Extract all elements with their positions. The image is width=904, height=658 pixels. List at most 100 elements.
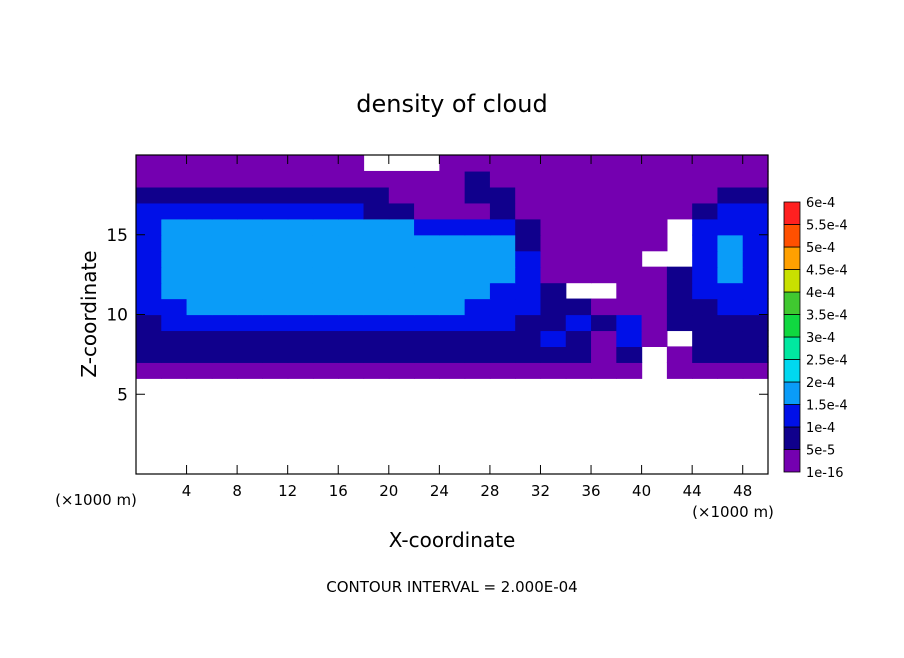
contour-cell (641, 155, 668, 172)
contour-cell (742, 362, 769, 379)
contour-cell (515, 234, 542, 252)
x-tick-label: 40 (632, 482, 651, 500)
contour-cell (262, 346, 289, 363)
colorbar-box (783, 269, 801, 293)
contour-cell (312, 155, 339, 172)
contour-cell (464, 202, 491, 220)
x-unit: (×1000 m) (692, 503, 774, 521)
contour-cell (363, 362, 390, 379)
colorbar-label: 2.5e-4 (806, 354, 848, 369)
contour-cell (439, 266, 466, 284)
colorbar-box (783, 359, 801, 383)
contour-cell (717, 314, 744, 332)
contour-cell (565, 155, 592, 172)
contour-cell (489, 250, 516, 268)
contour-cell (312, 330, 339, 347)
contour-cell (136, 155, 162, 172)
contour-cell (515, 330, 542, 347)
colorbar-label: 3.5e-4 (806, 309, 848, 324)
contour-cell (237, 202, 263, 220)
contour-cell (464, 186, 491, 204)
contour-cell (717, 155, 744, 172)
contour-cell (616, 314, 643, 332)
x-tick-label: 28 (480, 482, 499, 500)
contour-cell (489, 266, 516, 284)
contour-cell (591, 186, 617, 204)
footer: CONTOUR INTERVAL = 2.000E-04 (326, 578, 577, 596)
contour-cell (489, 298, 516, 316)
contour-cell (262, 155, 289, 172)
contour-cell (439, 218, 466, 236)
contour-cell (338, 218, 365, 236)
contour-cell (287, 218, 314, 236)
contour-cell (692, 155, 719, 172)
contour-cell (414, 314, 440, 332)
contour-cell (414, 202, 440, 220)
contour-cell (338, 234, 365, 252)
contour-cell (237, 186, 263, 204)
contour-cell (388, 202, 415, 220)
contour-cell (464, 346, 491, 363)
contour-cell (262, 202, 289, 220)
contour-cell (136, 346, 162, 363)
contour-cell (312, 234, 339, 252)
contour-cell (540, 218, 567, 236)
contour-cell (287, 266, 314, 284)
contour-cell (388, 170, 415, 188)
y-unit: (×1000 m) (55, 491, 137, 509)
contour-cell (717, 170, 744, 188)
contour-cell (136, 234, 162, 252)
contour-cell (616, 298, 643, 316)
contour-cell (338, 155, 365, 172)
x-tick-label: 44 (683, 482, 702, 500)
contour-cell (338, 186, 365, 204)
contour-cell (515, 202, 542, 220)
colorbar-box (783, 404, 801, 428)
contour-cell (161, 202, 188, 220)
contour-cell (388, 330, 415, 347)
contour-cell (312, 250, 339, 268)
contour-cell (692, 330, 719, 347)
contour-cell (540, 234, 567, 252)
contour-cell (338, 314, 365, 332)
contour-cell (692, 298, 719, 316)
contour-cell (692, 234, 719, 252)
contour-cell (287, 346, 314, 363)
contour-cell (312, 202, 339, 220)
contour-cell (388, 282, 415, 300)
contour-cell (666, 346, 693, 363)
contour-cell (641, 330, 668, 347)
contour-cell (565, 266, 592, 284)
contour-cell (489, 155, 516, 172)
contour-cell (312, 314, 339, 332)
contour-cell (540, 298, 567, 316)
contour-cell (439, 362, 466, 379)
contour-cell (565, 250, 592, 268)
contour-cell (186, 298, 213, 316)
contour-cell (591, 202, 617, 220)
contour-cell (616, 362, 643, 379)
x-tick-label: 8 (232, 482, 242, 500)
contour-cell (161, 330, 188, 347)
contour-cell (287, 362, 314, 379)
colorbar-label: 5e-5 (806, 444, 835, 459)
contour-cell (540, 362, 567, 379)
contour-cell (186, 202, 213, 220)
colorbar-box (783, 449, 801, 473)
contour-cell (312, 346, 339, 363)
contour-cell (414, 186, 440, 204)
contour-cell (540, 346, 567, 363)
contour-cell (388, 266, 415, 284)
contour-cell (312, 170, 339, 188)
colorbar-label: 3e-4 (806, 331, 835, 346)
contour-cell (489, 218, 516, 236)
contour-cell (717, 330, 744, 347)
contour-cell (717, 346, 744, 363)
contour-cell (161, 250, 188, 268)
contour-cell (439, 234, 466, 252)
contour-cell (742, 234, 769, 252)
contour-cell (489, 314, 516, 332)
contour-cell (338, 346, 365, 363)
contour-cell (666, 298, 693, 316)
